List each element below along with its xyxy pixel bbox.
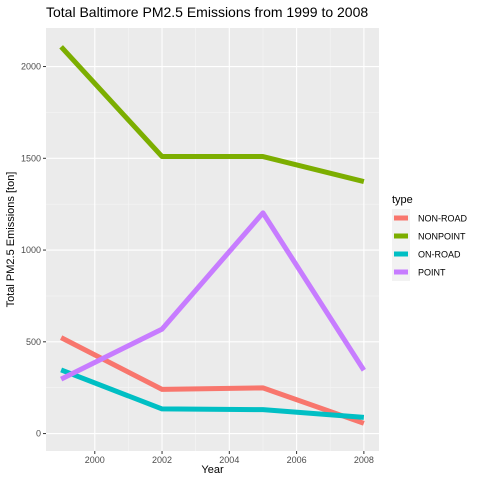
series-line — [59, 335, 365, 426]
y-axis: 0 500 1000 1500 2000 — [21, 62, 46, 439]
x-tick-label: 2000 — [85, 455, 105, 465]
series-line — [60, 210, 366, 382]
chart-title: Total Baltimore PM2.5 Emissions from 199… — [46, 4, 368, 20]
y-tick-label: 2000 — [21, 62, 41, 72]
x-axis-title: Year — [201, 464, 224, 476]
legend: type NON-ROAD NONPOINT ON-ROAD POINT — [392, 194, 467, 281]
x-tick-label: 2004 — [219, 455, 239, 465]
y-tick-label: 1500 — [21, 153, 41, 163]
x-axis: 2000 2002 2004 2006 2008 — [85, 451, 374, 465]
legend-title: type — [392, 194, 413, 206]
y-tick-label: 1000 — [21, 245, 41, 255]
x-tick-label: 2002 — [152, 455, 172, 465]
y-tick-label: 500 — [26, 337, 41, 347]
legend-label: NON-ROAD — [418, 214, 467, 224]
y-tick-label: 0 — [36, 429, 41, 439]
minor-grid — [46, 28, 379, 451]
x-tick-label: 2008 — [354, 455, 374, 465]
series-line — [60, 367, 365, 420]
legend-label: POINT — [418, 268, 446, 278]
plot-panel — [46, 28, 379, 451]
y-axis-title: Total PM2.5 Emissions [ton] — [5, 172, 17, 308]
series-line — [59, 45, 365, 184]
x-tick-label: 2006 — [287, 455, 307, 465]
legend-label: ON-ROAD — [418, 250, 461, 260]
series-lines — [59, 45, 366, 426]
legend-label: NONPOINT — [418, 232, 466, 242]
